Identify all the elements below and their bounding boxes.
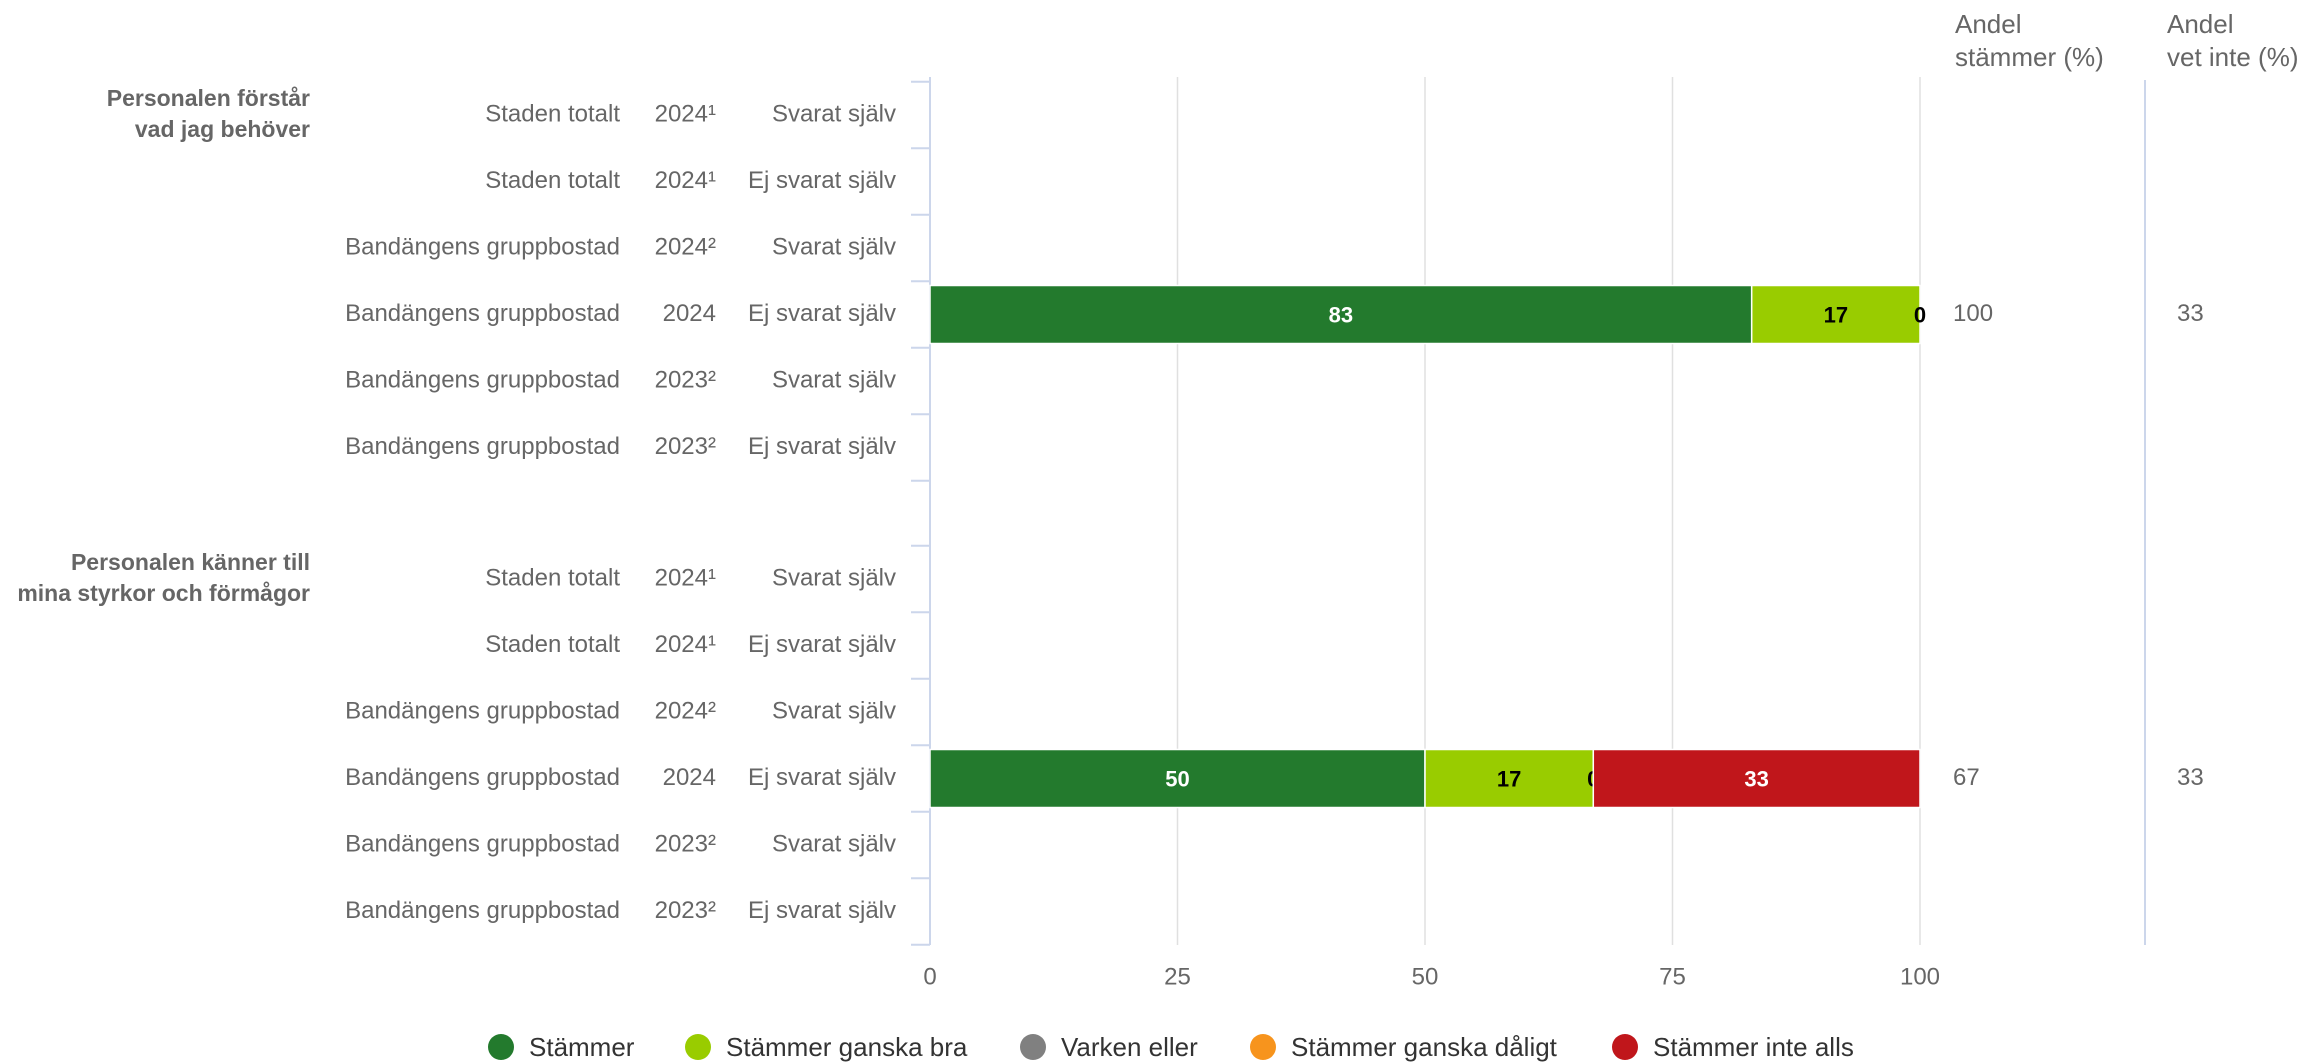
row-respondent: Svarat själv bbox=[772, 830, 896, 857]
x-tick-label: 100 bbox=[1900, 963, 1940, 990]
row-respondent: Ej svarat själv bbox=[748, 300, 896, 327]
legend-label: Stämmer ganska dåligt bbox=[1291, 1032, 1558, 1062]
row-unit: Staden totalt bbox=[485, 100, 620, 127]
row-year: 2024 bbox=[663, 764, 716, 791]
data-label: 83 bbox=[1329, 302, 1353, 327]
row-year: 2024² bbox=[655, 697, 716, 724]
data-label: 17 bbox=[1824, 302, 1848, 327]
group-label: vad jag behöver bbox=[135, 116, 310, 142]
row-unit: Staden totalt bbox=[485, 564, 620, 591]
column-value: 100 bbox=[1953, 300, 1993, 327]
legend-marker bbox=[1250, 1034, 1276, 1060]
row-unit: Bandängens gruppbostad bbox=[345, 433, 620, 460]
row-respondent: Svarat själv bbox=[772, 697, 896, 724]
legend-marker bbox=[488, 1034, 514, 1060]
legend-label: Stämmer bbox=[529, 1032, 635, 1062]
bar-segment bbox=[1750, 284, 1921, 345]
data-label: 0 bbox=[1914, 302, 1926, 327]
legend-label: Stämmer ganska bra bbox=[726, 1032, 968, 1062]
legend-marker bbox=[1020, 1034, 1046, 1060]
column-value: 33 bbox=[2177, 300, 2204, 327]
bar-segment bbox=[929, 284, 1753, 345]
row-respondent: Svarat själv bbox=[772, 564, 896, 591]
row-year: 2024¹ bbox=[655, 167, 716, 194]
row-year: 2023² bbox=[655, 830, 716, 857]
row-year: 2024¹ bbox=[655, 564, 716, 591]
row-year: 2024 bbox=[663, 300, 716, 327]
row-respondent: Svarat själv bbox=[772, 100, 896, 127]
row-unit: Bandängens gruppbostad bbox=[345, 764, 620, 791]
column-header: Andel bbox=[1955, 9, 2022, 39]
column-header: Andel bbox=[2167, 9, 2234, 39]
row-unit: Staden totalt bbox=[485, 167, 620, 194]
legend-marker bbox=[1612, 1034, 1638, 1060]
row-unit: Bandängens gruppbostad bbox=[345, 697, 620, 724]
column-header: vet inte (%) bbox=[2167, 42, 2299, 72]
group-label: mina styrkor och förmågor bbox=[17, 580, 310, 606]
data-label: 50 bbox=[1165, 766, 1189, 791]
row-respondent: Ej svarat själv bbox=[748, 897, 896, 924]
column-value: 67 bbox=[1953, 764, 1980, 791]
row-unit: Bandängens gruppbostad bbox=[345, 897, 620, 924]
row-respondent: Ej svarat själv bbox=[748, 631, 896, 658]
row-respondent: Ej svarat själv bbox=[748, 764, 896, 791]
x-tick-label: 75 bbox=[1659, 963, 1686, 990]
legend-label: Varken eller bbox=[1061, 1032, 1198, 1062]
row-respondent: Svarat själv bbox=[772, 233, 896, 260]
legend-marker bbox=[685, 1034, 711, 1060]
row-year: 2023² bbox=[655, 897, 716, 924]
row-year: 2023² bbox=[655, 366, 716, 393]
x-tick-label: 0 bbox=[923, 963, 936, 990]
column-header: stämmer (%) bbox=[1955, 42, 2104, 72]
group-label: Personalen förstår bbox=[107, 85, 310, 111]
column-value: 33 bbox=[2177, 764, 2204, 791]
row-year: 2024² bbox=[655, 233, 716, 260]
x-tick-label: 25 bbox=[1164, 963, 1191, 990]
data-label: 17 bbox=[1497, 766, 1521, 791]
row-year: 2023² bbox=[655, 433, 716, 460]
bar-segment bbox=[1592, 748, 1921, 809]
group-label: Personalen känner till bbox=[71, 549, 310, 575]
row-respondent: Svarat själv bbox=[772, 366, 896, 393]
legend-label: Stämmer inte alls bbox=[1653, 1032, 1854, 1062]
row-respondent: Ej svarat själv bbox=[748, 433, 896, 460]
row-year: 2024¹ bbox=[655, 631, 716, 658]
row-unit: Bandängens gruppbostad bbox=[345, 366, 620, 393]
x-tick-label: 50 bbox=[1412, 963, 1439, 990]
bar-segment bbox=[929, 748, 1426, 809]
row-unit: Staden totalt bbox=[485, 631, 620, 658]
row-unit: Bandängens gruppbostad bbox=[345, 830, 620, 857]
row-respondent: Ej svarat själv bbox=[748, 167, 896, 194]
row-unit: Bandängens gruppbostad bbox=[345, 233, 620, 260]
row-unit: Bandängens gruppbostad bbox=[345, 300, 620, 327]
row-year: 2024¹ bbox=[655, 100, 716, 127]
data-label: 33 bbox=[1744, 766, 1768, 791]
